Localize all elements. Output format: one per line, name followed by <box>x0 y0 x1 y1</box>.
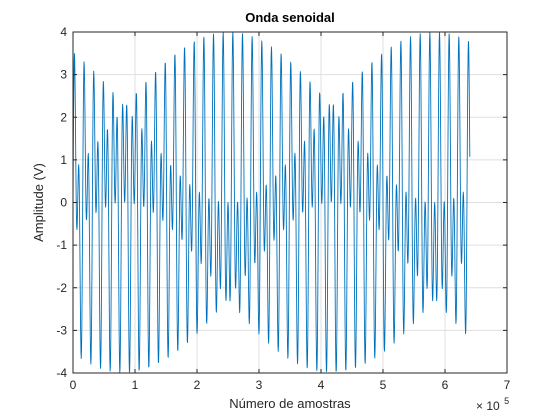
x-exponent-base: × 10 <box>476 399 500 413</box>
x-tick-label: 3 <box>256 378 263 392</box>
x-tick-label: 7 <box>504 378 511 392</box>
y-tick-label: -1 <box>56 238 67 252</box>
x-tick-label: 6 <box>442 378 449 392</box>
x-tick-labels: 0 1 2 3 4 5 6 7 <box>70 378 511 392</box>
y-tick-label: 1 <box>60 153 67 167</box>
y-tick-label: 3 <box>60 68 67 82</box>
y-tick-labels: -4 -3 -2 -1 0 1 2 3 4 <box>56 25 67 380</box>
x-tick-label: 0 <box>70 378 77 392</box>
y-tick-label: -4 <box>56 366 67 380</box>
y-axis-label: Amplitude (V) <box>31 163 46 242</box>
x-tick-label: 4 <box>318 378 325 392</box>
x-axis-exponent: × 10 5 <box>476 396 509 414</box>
x-tick-label: 1 <box>132 378 139 392</box>
chart-title: Onda senoidal <box>245 10 335 25</box>
x-tick-label: 2 <box>194 378 201 392</box>
y-tick-label: -2 <box>56 281 67 295</box>
y-tick-label: -3 <box>56 323 67 337</box>
y-tick-label: 0 <box>60 196 67 210</box>
tick-marks <box>72 31 508 374</box>
x-axis-label: Número de amostras <box>229 396 351 411</box>
y-tick-label: 4 <box>60 25 67 39</box>
series-line <box>72 31 471 373</box>
x-exponent-power: 5 <box>504 396 509 406</box>
x-tick-label: 5 <box>380 378 387 392</box>
y-tick-label: 2 <box>60 110 67 124</box>
series-layer <box>72 31 471 373</box>
